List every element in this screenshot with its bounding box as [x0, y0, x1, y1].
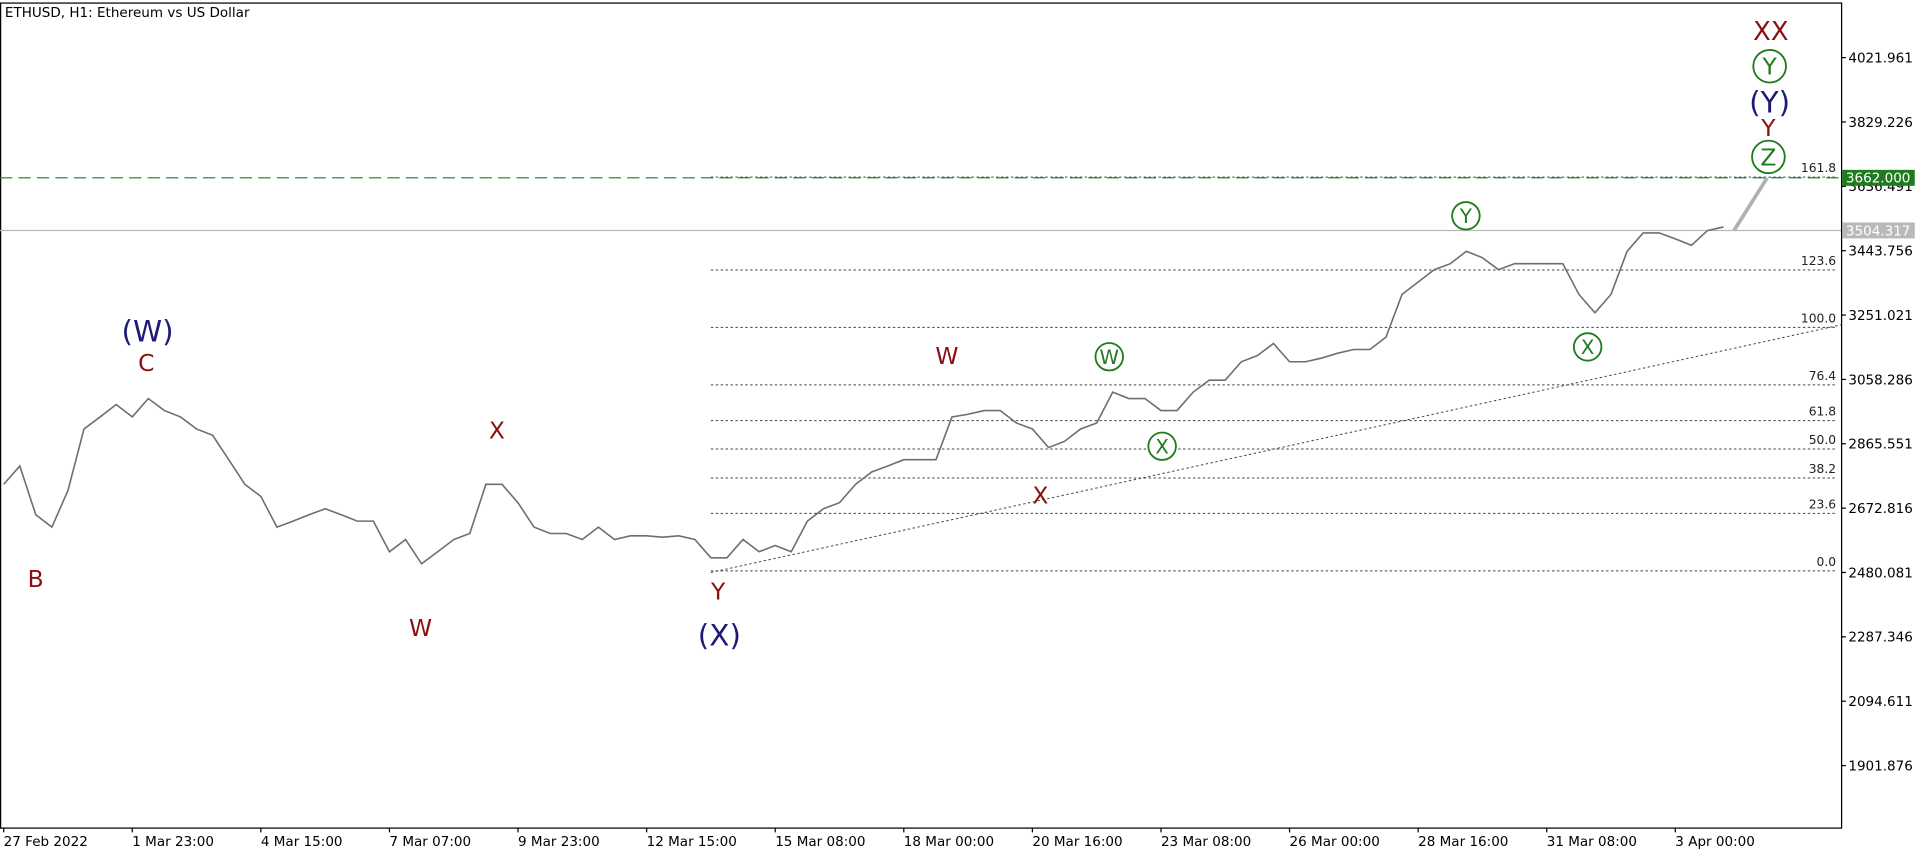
- fib-label: 161.8: [1801, 161, 1836, 175]
- x-tick-label: 4 Mar 15:00: [261, 834, 343, 850]
- x-tick-label: 23 Mar 08:00: [1161, 834, 1251, 850]
- wave-circle: [1752, 48, 1787, 84]
- wave-circle: [1094, 342, 1124, 372]
- wave-label: W: [1100, 346, 1119, 369]
- wave-label: X: [1032, 483, 1048, 510]
- price-label-box: [1842, 169, 1915, 186]
- fib-label: 38.2: [1809, 462, 1836, 476]
- y-tick-label: 3058.286: [1848, 372, 1913, 388]
- wave-label: W: [409, 615, 432, 642]
- x-tick-label: 18 Mar 00:00: [904, 834, 994, 850]
- wave-label: Y: [710, 578, 726, 605]
- x-tick-label: 3 Apr 00:00: [1675, 834, 1755, 850]
- y-tick-label: 3829.226: [1848, 115, 1913, 131]
- fib-label: 76.4: [1809, 369, 1837, 383]
- y-tick-label: 2287.346: [1848, 630, 1913, 646]
- projection: [1732, 176, 1769, 232]
- fib-label: 61.8: [1809, 405, 1836, 419]
- wave-label: B: [28, 566, 44, 593]
- wave-label: Y: [1760, 115, 1776, 142]
- y-tick-label: 2865.551: [1848, 437, 1913, 453]
- trendline: [710, 324, 1842, 573]
- x-tick-label: 1 Mar 23:00: [132, 834, 214, 850]
- wave-label: Y: [1459, 205, 1473, 228]
- wave-circle: [1451, 201, 1481, 231]
- price-label: 3662.000: [1846, 171, 1911, 187]
- wave-label: (Y): [1749, 85, 1790, 119]
- wave-label: (X): [698, 619, 741, 653]
- fib-label: 50.0: [1809, 433, 1836, 447]
- x-tick-label: 20 Mar 16:00: [1032, 834, 1122, 850]
- fib-label: 123.6: [1801, 254, 1836, 268]
- wave-label: Y: [1762, 54, 1778, 81]
- x-tick-label: 7 Mar 07:00: [389, 834, 471, 850]
- x-tick-label: 9 Mar 23:00: [518, 834, 600, 850]
- wave-label: XX: [1753, 17, 1788, 47]
- x-tick-label: 12 Mar 15:00: [647, 834, 737, 850]
- y-tick-label: 2672.816: [1848, 501, 1913, 517]
- x-tick-label: 15 Mar 08:00: [775, 834, 865, 850]
- wave-label: Z: [1760, 144, 1776, 171]
- y-tick-label: 2480.081: [1848, 565, 1913, 581]
- y-tick-label: 4021.961: [1848, 51, 1913, 67]
- wave-label: X: [1581, 336, 1594, 359]
- x-tick-label: 27 Feb 2022: [4, 834, 88, 850]
- y-tick-label: 2094.611: [1848, 694, 1913, 710]
- price-label-box: [1842, 222, 1915, 239]
- chart-title: ETHUSD, H1: Ethereum vs US Dollar: [5, 5, 250, 21]
- wave-label: X: [489, 418, 505, 445]
- wave-circle: [1572, 332, 1603, 362]
- y-tick-label: 3443.756: [1848, 244, 1913, 260]
- wave-label: (W): [121, 315, 173, 349]
- wave-circle: [1751, 139, 1786, 175]
- plot-frame: [0, 2, 1843, 829]
- wave-label: X: [1155, 435, 1168, 458]
- fib-label: 0.0: [1817, 555, 1837, 569]
- wave-circle: [1147, 431, 1177, 461]
- x-tick-label: 26 Mar 00:00: [1290, 834, 1380, 850]
- wave-label: W: [935, 343, 958, 370]
- wave-label: C: [138, 350, 154, 377]
- y-tick-label: 3251.021: [1848, 308, 1913, 324]
- x-tick-label: 28 Mar 16:00: [1418, 834, 1508, 850]
- x-tick-label: 31 Mar 08:00: [1547, 834, 1637, 850]
- fib-label: 100.0: [1801, 312, 1836, 326]
- price-label: 3504.317: [1846, 223, 1911, 239]
- price-line-series: [3, 226, 1724, 565]
- fib-label: 23.6: [1809, 498, 1837, 512]
- y-tick-label: 1901.876: [1848, 759, 1913, 775]
